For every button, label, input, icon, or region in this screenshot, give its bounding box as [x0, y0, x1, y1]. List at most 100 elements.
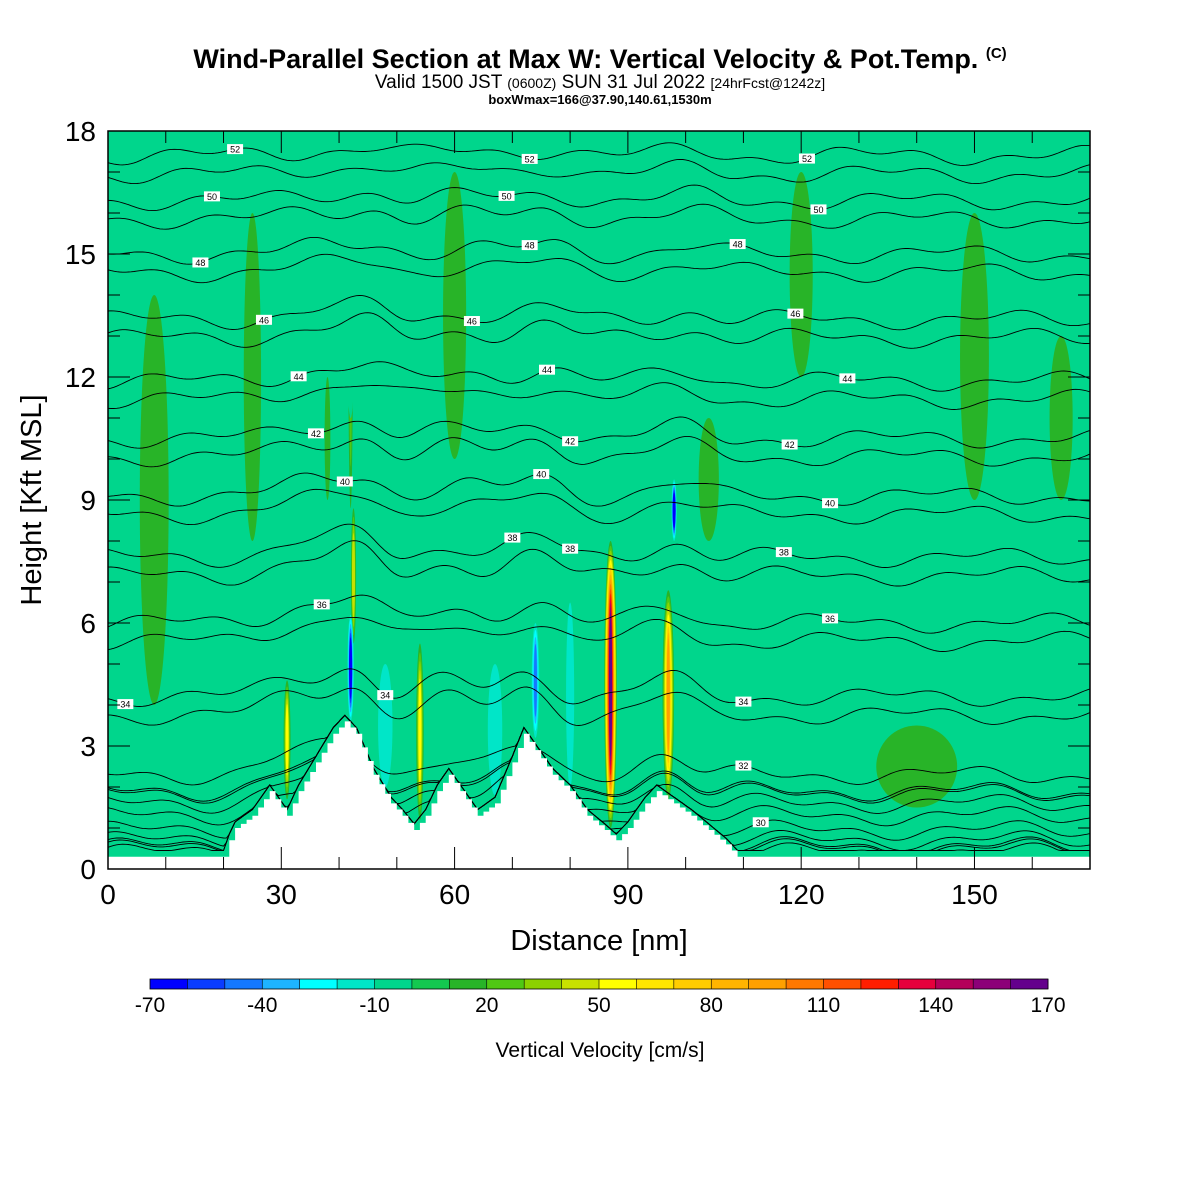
isentrope-label-bg [117, 699, 134, 710]
w-cell-18-level-0 [1049, 336, 1073, 500]
isentrope-label-bg [781, 439, 798, 450]
isentrope-label-44-2: 44 [839, 373, 856, 384]
colorbar-swatch [860, 979, 899, 989]
forecast-info: [24hrFcst@1242z] [710, 75, 826, 91]
colorbar-swatch [449, 979, 488, 989]
isentrope-label-46-1: 46 [463, 316, 480, 327]
isentrope-label-text: 48 [195, 258, 205, 268]
isentrope-label-40-2: 40 [822, 498, 839, 509]
valid-utc: (0600Z) [507, 75, 557, 91]
w-cell-4-level-3 [352, 533, 355, 619]
isentrope-label-text: 38 [565, 544, 575, 554]
colorbar-swatch [636, 979, 675, 989]
w-cell-14-level-0 [534, 131, 548, 418]
w-cell-12-level-5 [672, 492, 676, 528]
colorbar-tick-label: 80 [700, 994, 723, 1017]
w-cell-3-level-4 [418, 678, 422, 785]
isentrope-label-text: 48 [733, 240, 743, 250]
isentrope-label-bg [729, 239, 746, 250]
colorbar-tick-label: -40 [247, 994, 277, 1017]
isentrope-label-34-0: 34 [117, 699, 134, 710]
isentrope-label-bg [822, 498, 839, 509]
y-tick-label: 9 [80, 485, 96, 516]
colorbar-tick-label: 170 [1030, 994, 1065, 1017]
surface-isentrope-3 [108, 714, 1090, 827]
w-cell-13-level-0 [345, 131, 356, 418]
isentrope-line-5 [108, 668, 1090, 707]
y-tick-label: 3 [80, 731, 96, 762]
isentrope-label-48-2: 48 [729, 239, 746, 250]
isentrope-label-text: 38 [779, 548, 789, 558]
isentrope-label-text: 42 [565, 437, 575, 447]
isentrope-group [108, 142, 1090, 852]
x-tick-label: 0 [100, 879, 116, 910]
isentrope-label-bg [192, 257, 209, 268]
w-cell-1-level-8 [666, 638, 670, 751]
x-tick-label: 150 [951, 879, 998, 910]
isentrope-line-8 [108, 540, 1090, 587]
isentrope-label-42-2: 42 [781, 439, 798, 450]
isentrope-label-bg [504, 532, 521, 543]
isentrope-label-38-1: 38 [562, 543, 579, 554]
valid-date: SUN 31 Jul 2022 [561, 72, 706, 93]
colorbar-swatch [561, 979, 600, 989]
isentrope-label-text: 50 [813, 205, 823, 215]
isentrope-label-48-1: 48 [521, 240, 538, 251]
w-cell-17-level-0 [876, 725, 958, 808]
w-cell-11-level-0 [378, 664, 393, 787]
isentrope-line-16 [108, 312, 1090, 349]
isentrope-line-10 [108, 488, 1090, 526]
isentrope-line-15 [108, 361, 1090, 392]
w-cell-0-level-15 [609, 612, 613, 757]
x-axis-label: Distance [nm] [510, 925, 687, 957]
valid-time: Valid 1500 JST [374, 72, 502, 93]
isentrope-label-bg [255, 314, 272, 325]
y-tick-label: 12 [65, 362, 96, 393]
w-cell-23-level-0 [960, 213, 989, 500]
isentrope-label-bg [203, 191, 220, 202]
isentrope-line-9 [108, 523, 1090, 568]
colorbar-swatch [486, 979, 525, 989]
isentrope-line-23 [108, 142, 1090, 166]
colorbar-swatch [187, 979, 226, 989]
colorbar: -70 -40 -10 20 50 80 110 140 170 Vertical Velocit… [135, 978, 1066, 1062]
isentrope-label-text: 50 [502, 191, 512, 201]
isentrope-line-21 [108, 184, 1090, 212]
colorbar-swatch [786, 979, 824, 989]
isentrope-label-text: 46 [259, 315, 269, 325]
isentrope-label-36-1: 36 [822, 613, 839, 624]
isentrope-label-42-1: 42 [562, 436, 579, 447]
isentrope-label-text: 42 [785, 440, 795, 450]
w-cell-9-level-0 [566, 602, 575, 787]
copyright-mark: (C) [985, 45, 1007, 62]
isentrope-line-12 [108, 435, 1090, 468]
isentrope-label-bg [562, 436, 579, 447]
isentrope-line-20 [108, 203, 1090, 230]
isentrope-label-34-1: 34 [377, 690, 394, 701]
y-tick-label: 18 [65, 116, 96, 147]
isentrope-label-50-1: 50 [498, 190, 515, 201]
isentrope-label-bg [227, 144, 244, 155]
isentrope-label-46-2: 46 [787, 308, 804, 319]
x-tick-label: 90 [612, 879, 643, 910]
isentrope-label-bg [539, 364, 556, 375]
isentrope-line-19 [108, 236, 1090, 265]
w-cell-21-level-0 [443, 172, 467, 459]
colorbar-swatch [599, 979, 637, 989]
isentrope-label-text: 52 [230, 145, 240, 155]
isentrope-label-52-0: 52 [227, 144, 244, 155]
isentrope-label-50-2: 50 [810, 204, 827, 215]
w-cell-20-level-0 [243, 213, 262, 541]
isentrope-label-bg [787, 308, 804, 319]
colorbar-tick-label: 140 [918, 994, 953, 1017]
isentrope-line-2 [108, 714, 1090, 804]
isentrope-label-bg [735, 760, 752, 771]
isentrope-line-7 [108, 594, 1090, 634]
isentrope-label-44-1: 44 [539, 364, 556, 375]
isentrope-label-40-0: 40 [336, 476, 353, 487]
colorbar-swatch [823, 979, 862, 989]
colorbar-swatch [1010, 979, 1049, 989]
isentrope-label-text: 32 [738, 761, 748, 771]
isentrope-label-text: 44 [294, 372, 304, 382]
